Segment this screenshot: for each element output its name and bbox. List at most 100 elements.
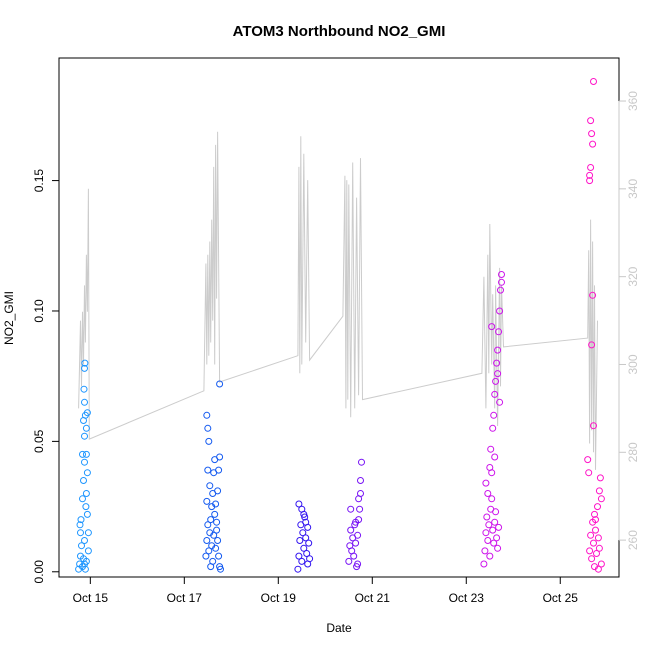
data-point-2 xyxy=(203,537,211,544)
data-point-4 xyxy=(354,560,362,568)
data-point-5 xyxy=(492,508,500,516)
data-point-5 xyxy=(494,370,502,378)
temperature-line-layer xyxy=(78,131,598,470)
data-point-1 xyxy=(83,469,91,477)
data-point-1 xyxy=(77,529,84,537)
y2-axis: 260 280 300 320 340 360 xyxy=(618,91,640,550)
data-point-3 xyxy=(304,560,312,568)
data-point-6 xyxy=(594,503,601,511)
data-point-5 xyxy=(480,560,488,568)
data-point-5 xyxy=(490,539,498,547)
data-point-1 xyxy=(83,409,91,417)
data-point-5 xyxy=(484,490,492,497)
data-point-6 xyxy=(589,291,597,299)
data-point-1 xyxy=(82,557,90,565)
data-point-2 xyxy=(204,424,212,432)
y2-tick-label: 260 xyxy=(626,530,640,550)
y2-tick-label: 340 xyxy=(626,179,640,199)
y2-tick-label: 280 xyxy=(626,442,640,462)
data-point-5 xyxy=(490,411,498,419)
data-point-1 xyxy=(77,516,85,524)
data-point-2 xyxy=(213,526,221,534)
data-point-4 xyxy=(355,495,363,503)
data-point-6 xyxy=(587,531,595,539)
data-point-5 xyxy=(494,346,502,354)
data-point-5 xyxy=(489,424,497,432)
data-point-2 xyxy=(207,563,215,571)
data-point-3 xyxy=(302,534,310,542)
data-point-2 xyxy=(211,510,219,518)
data-point-1 xyxy=(81,364,88,372)
data-point-6 xyxy=(595,487,603,495)
data-point-1 xyxy=(81,565,89,573)
data-point-6 xyxy=(590,539,597,547)
plot-frame xyxy=(58,57,620,578)
data-point-2 xyxy=(207,516,215,524)
data-point-5 xyxy=(491,453,499,461)
data-point-5 xyxy=(498,271,505,278)
data-point-6 xyxy=(595,544,603,552)
data-point-1 xyxy=(84,547,92,555)
y-tick-label: 0.15 xyxy=(32,169,46,193)
x-tick-label: Oct 23 xyxy=(449,591,485,605)
data-point-2 xyxy=(215,466,223,474)
data-point-3 xyxy=(305,539,313,547)
data-point-3 xyxy=(295,500,303,508)
data-point-4 xyxy=(347,526,355,534)
temperature-line xyxy=(78,131,598,470)
data-point-1 xyxy=(84,529,92,537)
data-point-2 xyxy=(205,547,213,555)
data-point-6 xyxy=(585,469,593,477)
data-point-5 xyxy=(488,495,496,503)
data-point-6 xyxy=(586,547,594,555)
data-point-5 xyxy=(492,377,500,385)
data-point-1 xyxy=(83,510,91,518)
x-axis-label: Date xyxy=(326,621,352,635)
data-point-6 xyxy=(591,563,598,571)
y-tick-label: 0.00 xyxy=(32,560,46,584)
data-point-5 xyxy=(496,398,504,406)
data-point-3 xyxy=(300,510,308,518)
data-point-3 xyxy=(294,565,302,573)
data-point-1 xyxy=(78,542,85,550)
data-point-3 xyxy=(298,557,306,565)
data-point-6 xyxy=(588,555,596,563)
data-point-2 xyxy=(205,437,213,445)
data-point-4 xyxy=(347,505,355,513)
data-point-2 xyxy=(216,380,224,388)
y2-tick-label: 300 xyxy=(626,354,640,374)
data-point-5 xyxy=(489,526,497,534)
x-tick-label: Oct 17 xyxy=(167,591,203,605)
data-point-3 xyxy=(296,537,304,544)
data-point-6 xyxy=(587,164,595,171)
data-point-6 xyxy=(588,130,596,138)
data-point-5 xyxy=(496,307,504,315)
data-point-1 xyxy=(81,432,88,440)
data-point-2 xyxy=(212,544,220,552)
data-point-2 xyxy=(202,552,210,560)
data-point-6 xyxy=(584,456,592,464)
data-point-3 xyxy=(299,529,307,537)
points-layer xyxy=(75,78,605,573)
data-point-1 xyxy=(81,359,89,367)
data-point-6 xyxy=(596,474,604,482)
data-point-1 xyxy=(79,450,86,458)
data-point-4 xyxy=(358,458,365,466)
data-point-6 xyxy=(589,140,597,148)
data-point-2 xyxy=(216,453,224,461)
data-point-4 xyxy=(357,477,364,484)
data-point-4 xyxy=(352,539,360,547)
data-point-1 xyxy=(79,495,86,503)
data-point-2 xyxy=(217,565,224,573)
x-tick-label: Oct 21 xyxy=(355,591,391,605)
y-tick-label: 0.05 xyxy=(32,429,46,453)
data-point-2 xyxy=(204,521,212,529)
data-point-5 xyxy=(483,513,491,521)
data-point-5 xyxy=(493,534,501,542)
data-point-6 xyxy=(587,117,595,125)
data-point-5 xyxy=(486,552,494,560)
data-point-3 xyxy=(300,544,308,552)
data-point-2 xyxy=(214,487,222,495)
data-point-1 xyxy=(82,450,90,458)
